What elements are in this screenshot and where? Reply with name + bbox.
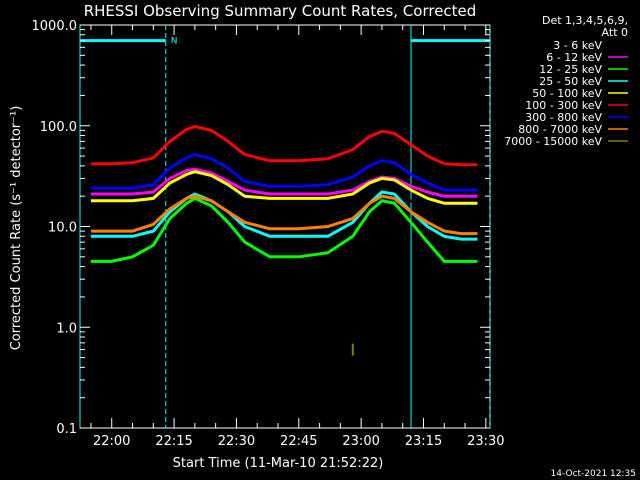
x-tick-label: 23:00	[342, 434, 379, 449]
x-axis: 22:00 22:15 22:30 22:45 23:00 23:15 23:30	[90, 25, 505, 449]
x-tick-label: 22:15	[155, 434, 192, 449]
x-tick-label: 22:00	[93, 434, 130, 449]
y-tick-label: 0.1	[56, 422, 77, 437]
chart-title: RHESSI Observing Summary Count Rates, Co…	[84, 2, 477, 20]
y-axis: 0.1 1.0 10.0 100.0 1000.0	[32, 19, 490, 437]
series-line	[90, 194, 478, 236]
legend-entry: 50 - 100 keV	[532, 87, 602, 100]
series-line	[90, 190, 478, 241]
x-axis-label: Start Time (11-Mar-10 21:52:22)	[173, 456, 384, 471]
x-tick-label: 23:30	[467, 434, 504, 449]
series-line	[90, 196, 478, 263]
legend-entry: 12 - 25 keV	[539, 63, 602, 76]
x-tick-label: 22:45	[280, 434, 317, 449]
legend-entry: 800 - 7000 keV	[518, 123, 602, 136]
legend-entry: 3 - 6 keV	[553, 39, 602, 52]
y-tick-label: 1.0	[56, 321, 77, 336]
legend-entry: 100 - 300 keV	[525, 99, 602, 112]
footer-date: 14-Oct-2021 12:35	[551, 469, 636, 479]
legend-entry: 7000 - 15000 keV	[504, 135, 602, 148]
legend-header: Att 0	[602, 26, 628, 39]
x-tick-label: 22:30	[218, 434, 255, 449]
y-tick-label: 100.0	[40, 120, 77, 135]
series-line	[90, 170, 478, 205]
series-line	[90, 181, 478, 211]
series-line	[90, 125, 478, 167]
series-line	[90, 167, 478, 198]
legend-entry: 6 - 12 keV	[546, 51, 602, 64]
series-line	[90, 152, 478, 192]
legend-entry: 25 - 50 keV	[539, 75, 602, 88]
y-tick-label: 10.0	[48, 221, 77, 236]
plot-area: N	[79, 24, 491, 429]
legend-header: Det 1,3,4,5,6,9,	[542, 14, 628, 27]
y-tick-label: 1000.0	[32, 19, 78, 34]
y-axis-label: Corrected Count Rate (s⁻¹ detector⁻¹)	[9, 106, 24, 351]
x-tick-label: 23:15	[405, 434, 442, 449]
legend-entry: 300 - 800 keV	[525, 111, 602, 124]
night-label: N	[171, 37, 178, 47]
